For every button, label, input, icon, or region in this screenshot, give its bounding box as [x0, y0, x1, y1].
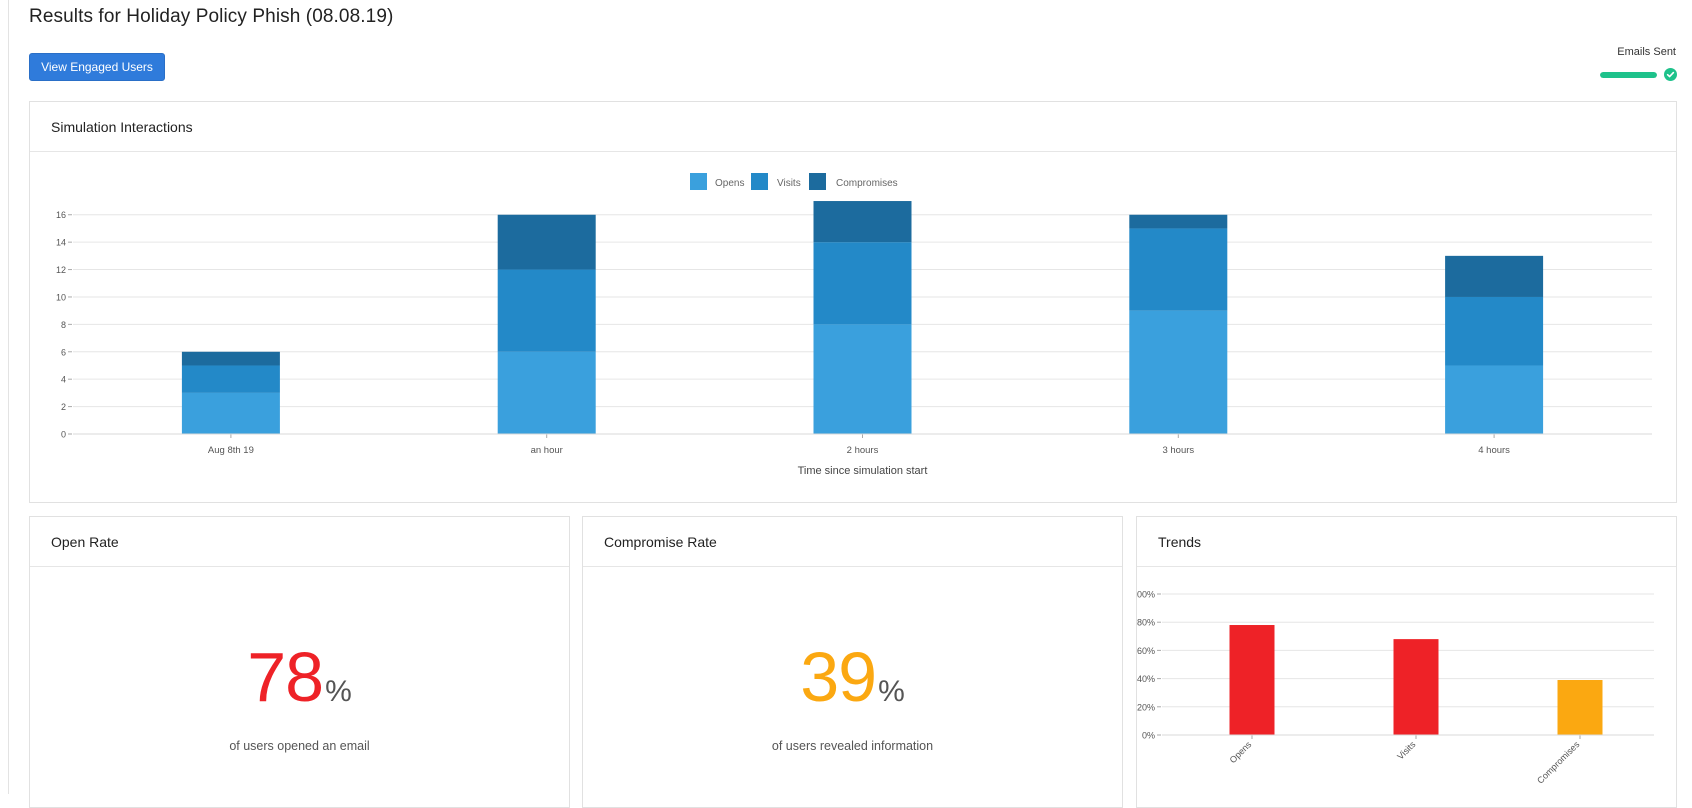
legend-swatch-visits [751, 173, 768, 190]
compromise-rate-card: Compromise Rate 39% of users revealed in… [582, 516, 1123, 808]
x-tick-label: 2 hours [847, 445, 879, 456]
check-circle-icon [1664, 68, 1677, 81]
x-tick-label: Opens [1228, 739, 1254, 765]
y-tick-label: 14 [56, 238, 66, 248]
view-engaged-users-button[interactable]: View Engaged Users [29, 53, 165, 81]
x-tick-label: Aug 8th 19 [208, 445, 254, 456]
bar-compromises [181, 351, 280, 366]
compromise-rate-value: 39 [800, 638, 877, 716]
compromise-rate-unit: % [878, 675, 905, 708]
simulation-interactions-card: Simulation Interactions Opens Visits Compr… [29, 101, 1677, 503]
trends-header: Trends [1137, 517, 1676, 567]
y-tick-label: 4 [61, 375, 66, 385]
legend-label-visits: Visits [777, 178, 801, 189]
bar-compromises [1445, 255, 1544, 297]
emails-sent-progress-fill [1600, 72, 1657, 78]
simulation-interactions-chart: Opens Visits Compromises 0 2 4 6 8 10 12 14 16 Aug 8… [56, 173, 1652, 477]
y-tick-label: 2 [61, 402, 66, 412]
emails-sent-label: Emails Sent [1617, 46, 1676, 58]
bar-visits [181, 365, 280, 393]
x-tick-label: an hour [531, 445, 563, 456]
emails-sent-progress [1600, 72, 1657, 78]
y-tick-label: 80% [1137, 618, 1155, 628]
x-tick-label: Visits [1395, 739, 1418, 762]
y-tick-label: 60% [1137, 646, 1155, 656]
bar-visits [497, 269, 596, 352]
trends-chart: 0% 20% 40% 60% 80% 100% Opens Visits Compromises [1137, 590, 1654, 786]
open-rate-card: Open Rate 78% of users opened an email [29, 516, 570, 808]
legend-swatch-opens [690, 173, 707, 190]
bar-opens [181, 392, 280, 434]
open-rate-caption: of users opened an email [229, 739, 370, 753]
left-divider [8, 0, 9, 794]
page-title: Results for Holiday Policy Phish (08.08.… [29, 6, 394, 27]
y-tick-label: 20% [1137, 702, 1155, 712]
simulation-interactions-header: Simulation Interactions [30, 102, 1676, 152]
trends-card: Trends 0% 20% 40% 60% 80% 100% Opens Visits Comp… [1136, 516, 1677, 808]
bar-opens [1445, 365, 1544, 434]
y-tick-label: 6 [61, 347, 66, 357]
bar-compromises [813, 201, 912, 243]
bar-opens [497, 351, 596, 434]
x-tick-label: 4 hours [1478, 445, 1510, 456]
y-tick-label: 10 [56, 292, 66, 302]
y-tick-label: 0% [1142, 731, 1155, 741]
x-tick-label: Compromises [1535, 739, 1582, 786]
compromise-rate-header: Compromise Rate [583, 517, 1122, 567]
bar-visits [1393, 639, 1439, 735]
legend-label-compromises: Compromises [836, 178, 898, 189]
legend-label-opens: Opens [715, 178, 744, 189]
y-tick-label: 12 [56, 265, 66, 275]
bar-opens [813, 324, 912, 434]
y-tick-label: 100% [1137, 590, 1155, 600]
bar-visits [1129, 228, 1228, 311]
open-rate-value: 78 [247, 638, 324, 716]
bar-compromises [1129, 214, 1228, 229]
y-tick-label: 8 [61, 320, 66, 330]
y-tick-label: 40% [1137, 674, 1155, 684]
compromise-rate-caption: of users revealed information [771, 739, 934, 753]
bar-compromises [1557, 680, 1603, 735]
bar-visits [1445, 296, 1544, 366]
y-tick-label: 16 [56, 210, 66, 220]
bar-opens [1229, 625, 1275, 735]
bar-compromises [497, 214, 596, 270]
open-rate-header: Open Rate [30, 517, 569, 567]
x-axis-title: Time since simulation start [798, 465, 928, 477]
legend-swatch-compromises [809, 173, 826, 190]
bar-opens [1129, 310, 1228, 434]
open-rate-stat: 78% [30, 637, 569, 717]
bar-visits [813, 242, 912, 325]
open-rate-unit: % [325, 675, 352, 708]
x-tick-label: 3 hours [1162, 445, 1194, 456]
y-tick-label: 0 [61, 430, 66, 440]
compromise-rate-stat: 39% [583, 637, 1122, 717]
